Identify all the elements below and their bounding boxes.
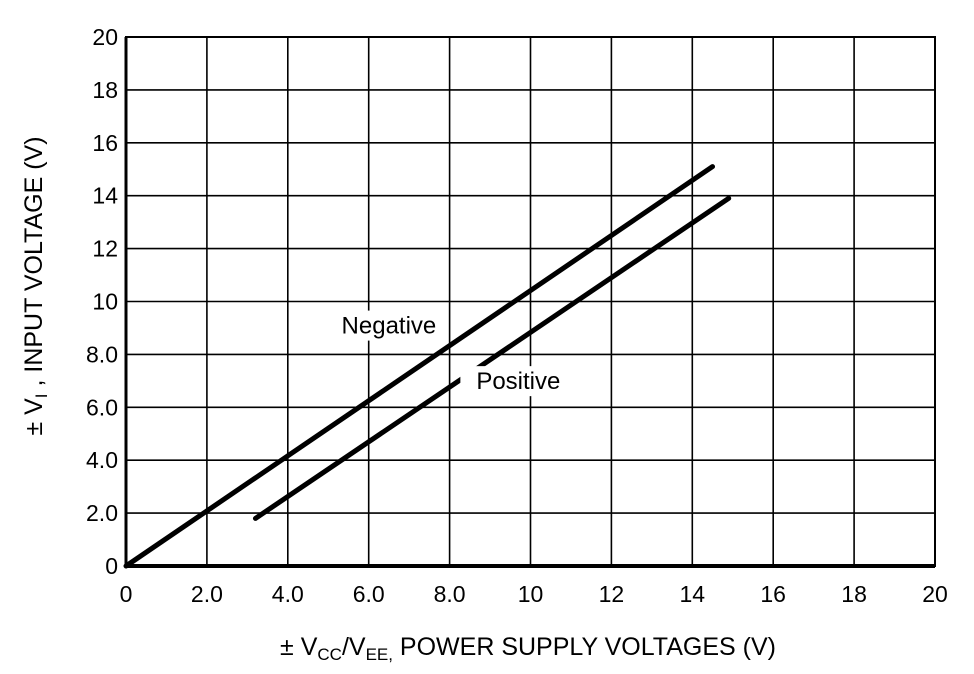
- x-tick-label: 18: [841, 581, 867, 607]
- y-tick-label: 20: [92, 24, 118, 50]
- y-tick-label: 8.0: [86, 341, 118, 367]
- series-label-positive: Positive: [476, 368, 560, 395]
- series-lines: [123, 164, 732, 569]
- x-tick-label: 10: [518, 581, 544, 607]
- series-label-background: [460, 366, 577, 397]
- x-tick-label: 6.0: [353, 581, 385, 607]
- y-tick-label: 14: [92, 183, 118, 209]
- plot-frame: [124, 36, 936, 568]
- y-tick-label: 2.0: [86, 500, 118, 526]
- series-line-positive: [252, 195, 732, 521]
- series-label-background: [330, 310, 447, 341]
- x-tick-label: 4.0: [272, 581, 304, 607]
- series-line-negative: [123, 164, 716, 569]
- series-label-negative: Negative: [342, 313, 437, 340]
- x-tick-labels: 0 2.0 4.0 6.0 8.0 10 12 14 16 18 20: [120, 581, 948, 607]
- y-tick-label: 10: [92, 289, 118, 315]
- x-tick-label: 0: [120, 581, 133, 607]
- y-tick-label: 0: [105, 553, 118, 579]
- x-axis-label: ± VCC/VEE, POWER SUPPLY VOLTAGES (V): [280, 633, 776, 664]
- x-tick-label: 14: [680, 581, 706, 607]
- x-tick-label: 2.0: [191, 581, 223, 607]
- y-tick-labels: 0 2.0 4.0 6.0 8.0 10 12 14 16 18 20: [86, 24, 118, 579]
- x-tick-label: 16: [760, 581, 786, 607]
- x-axis-label-sub-cc: CC: [317, 645, 342, 664]
- x-tick-label: 8.0: [434, 581, 466, 607]
- x-axis-label-sub-ee: EE,: [366, 645, 393, 664]
- y-tick-label: 16: [92, 130, 118, 156]
- x-axis-label-mid: /V: [342, 633, 366, 661]
- y-tick-label: 18: [92, 77, 118, 103]
- x-axis-label-suffix: POWER SUPPLY VOLTAGES (V): [393, 633, 776, 661]
- y-tick-label: 4.0: [86, 447, 118, 473]
- y-axis-label-prefix: ± V: [20, 398, 48, 436]
- y-axis-label: ± VI , INPUT VOLTAGE (V): [20, 136, 51, 435]
- x-tick-label: 12: [599, 581, 625, 607]
- y-tick-label: 12: [92, 236, 118, 262]
- y-axis-label-sub-i: I: [32, 393, 51, 398]
- grid: [125, 36, 936, 567]
- x-tick-label: 20: [922, 581, 948, 607]
- x-axis-label-prefix: ± V: [280, 633, 318, 661]
- y-tick-label: 6.0: [86, 394, 118, 420]
- series-labels: Negative Positive: [330, 310, 577, 397]
- y-axis-label-suffix: , INPUT VOLTAGE (V): [20, 136, 48, 393]
